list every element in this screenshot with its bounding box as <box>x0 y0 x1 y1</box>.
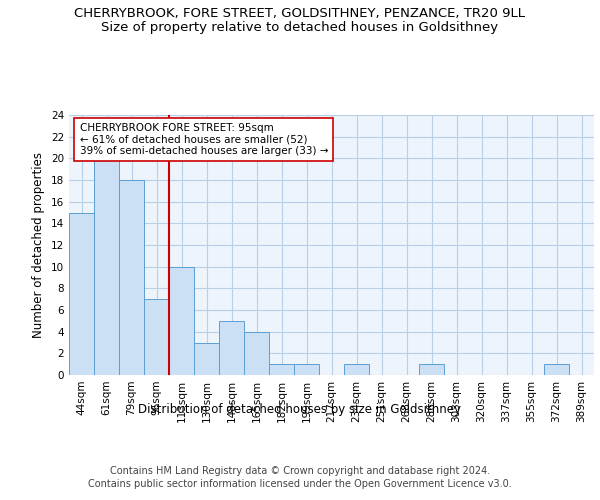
Bar <box>244 332 269 375</box>
Bar <box>194 342 219 375</box>
Text: Contains HM Land Registry data © Crown copyright and database right 2024.: Contains HM Land Registry data © Crown c… <box>110 466 490 476</box>
Text: Contains public sector information licensed under the Open Government Licence v3: Contains public sector information licen… <box>88 479 512 489</box>
Bar <box>94 158 119 375</box>
Bar <box>294 364 319 375</box>
Text: CHERRYBROOK FORE STREET: 95sqm
← 61% of detached houses are smaller (52)
39% of : CHERRYBROOK FORE STREET: 95sqm ← 61% of … <box>79 123 328 156</box>
Bar <box>344 364 369 375</box>
Bar <box>269 364 294 375</box>
Bar <box>419 364 444 375</box>
Text: CHERRYBROOK, FORE STREET, GOLDSITHNEY, PENZANCE, TR20 9LL: CHERRYBROOK, FORE STREET, GOLDSITHNEY, P… <box>74 8 526 20</box>
Bar <box>144 299 169 375</box>
Text: Size of property relative to detached houses in Goldsithney: Size of property relative to detached ho… <box>101 21 499 34</box>
Y-axis label: Number of detached properties: Number of detached properties <box>32 152 46 338</box>
Bar <box>219 321 244 375</box>
Bar <box>119 180 144 375</box>
Bar <box>169 266 194 375</box>
Bar <box>544 364 569 375</box>
Text: Distribution of detached houses by size in Goldsithney: Distribution of detached houses by size … <box>139 402 461 415</box>
Bar <box>69 212 94 375</box>
